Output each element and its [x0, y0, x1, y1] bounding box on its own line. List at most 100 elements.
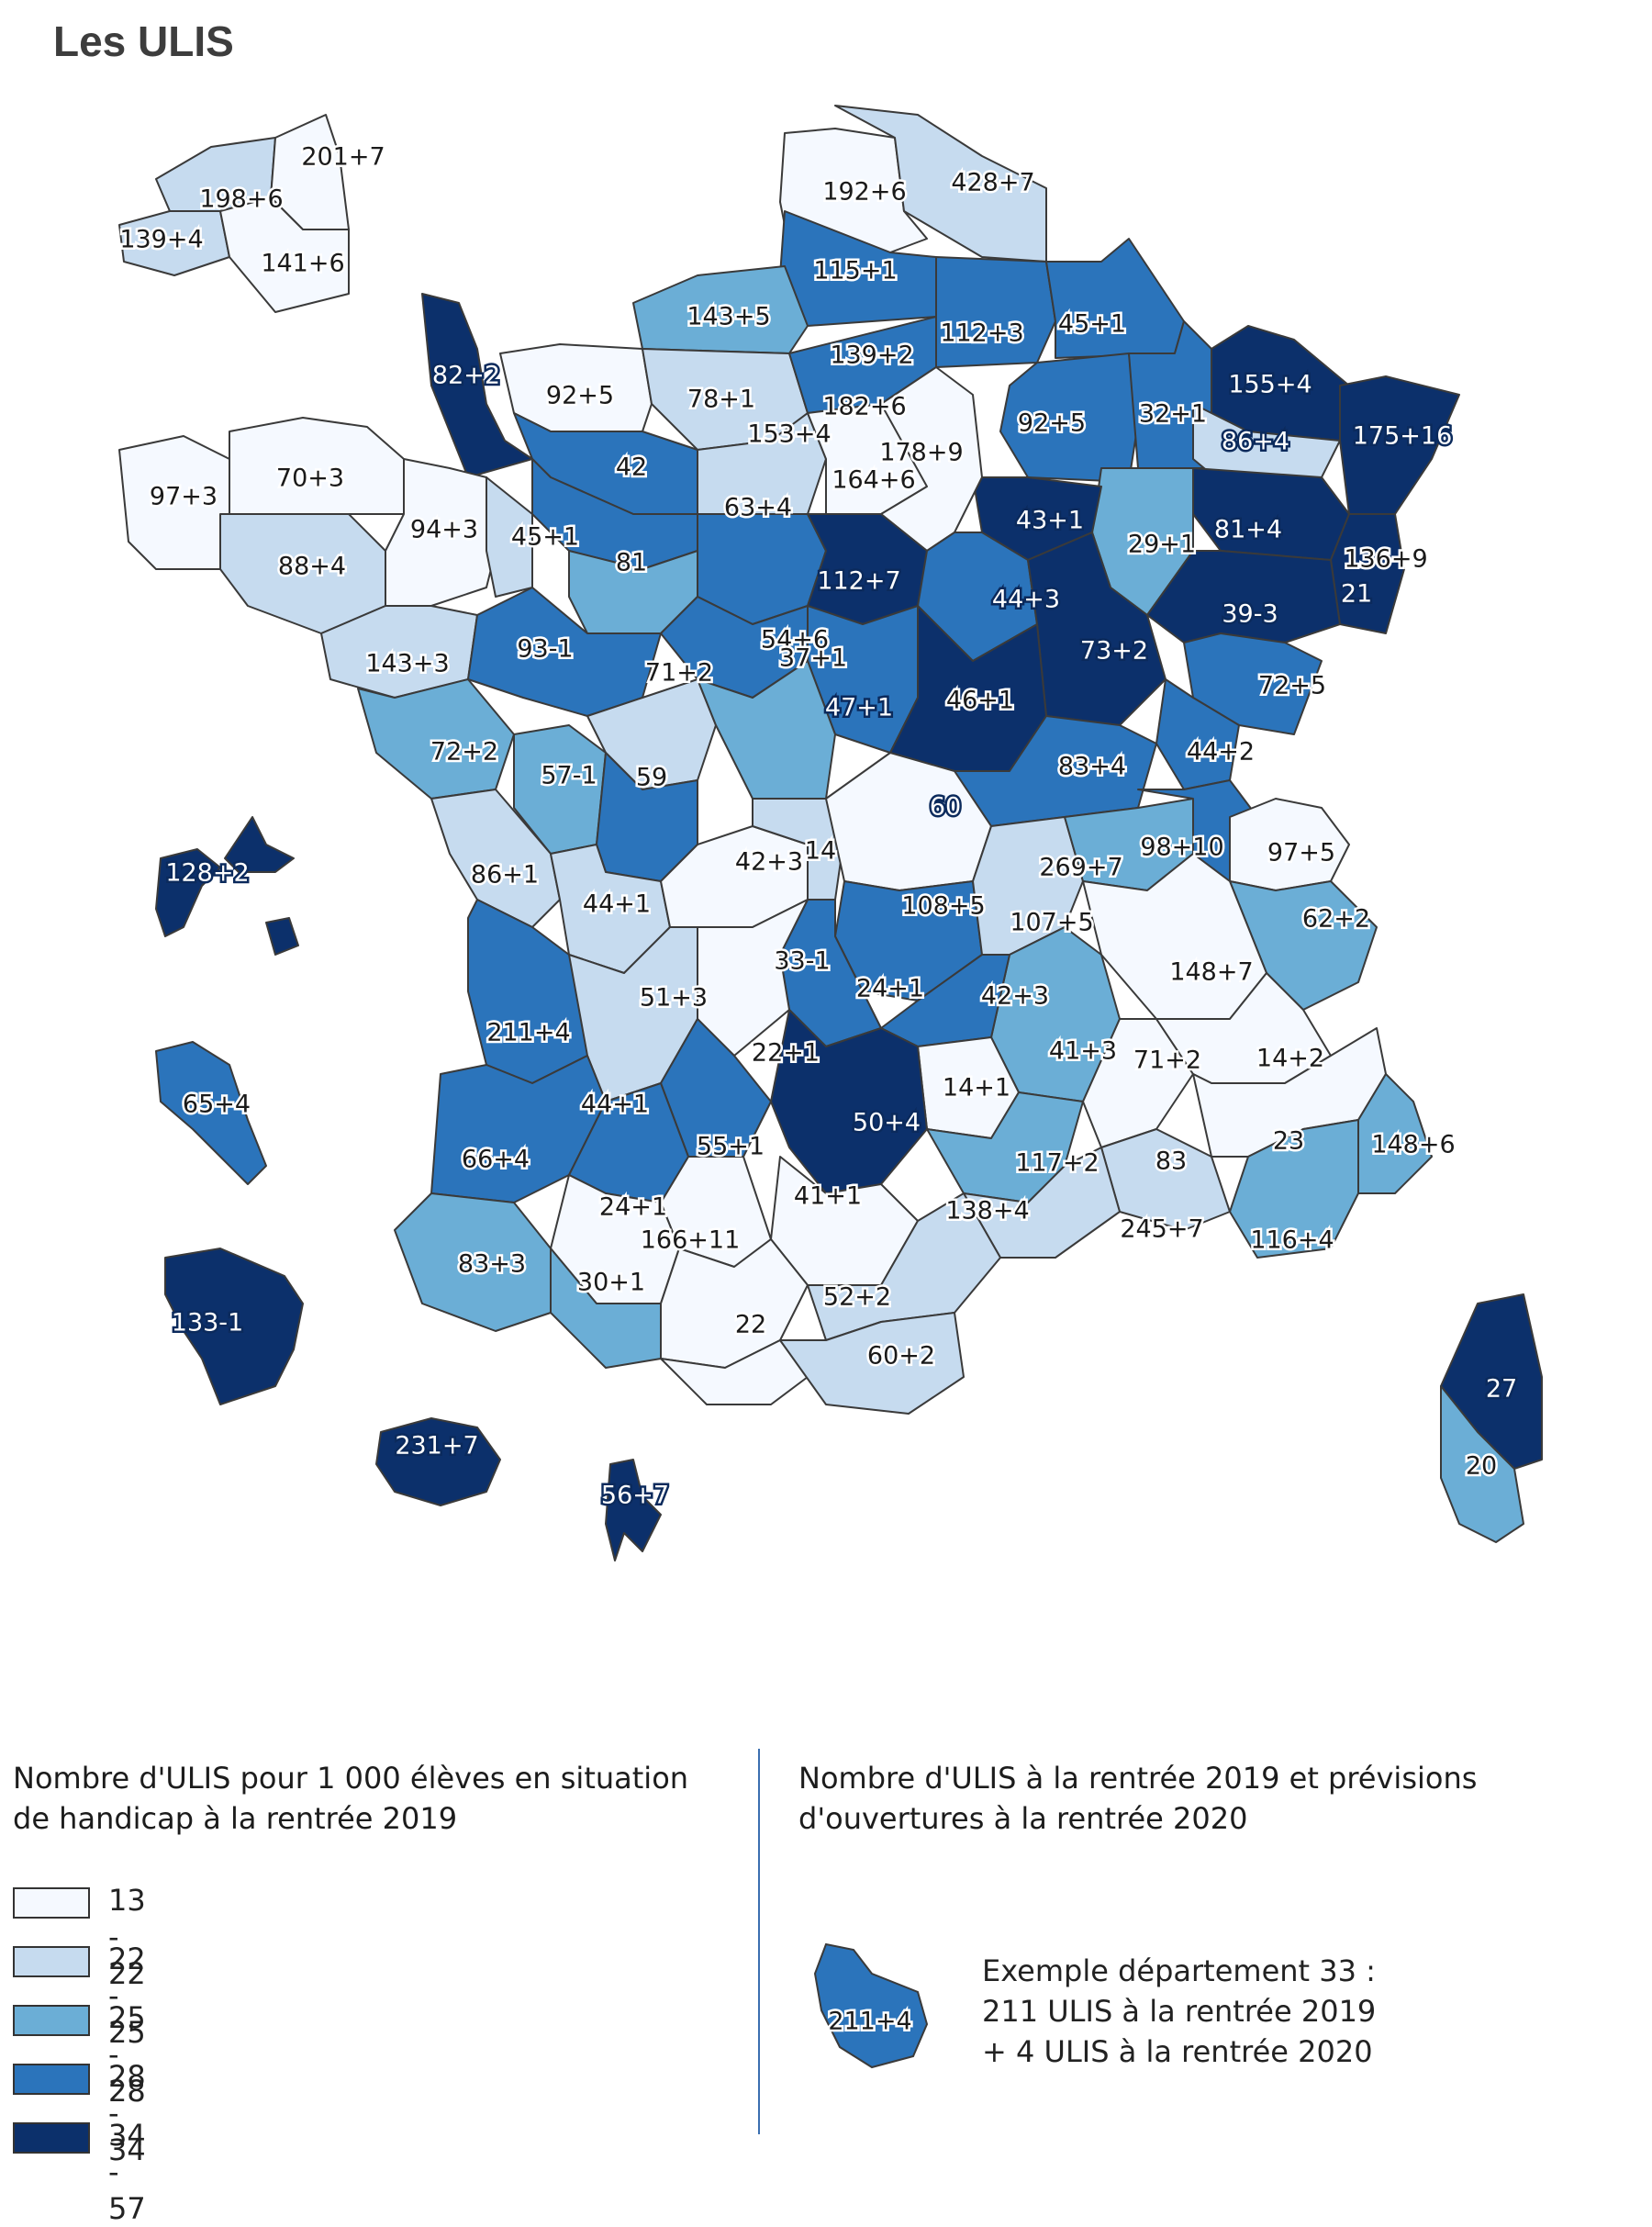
department-label: 128+2: [165, 859, 249, 888]
department-label: 92+5: [546, 382, 614, 410]
department-label: 63+4: [724, 494, 792, 522]
department-label: 139+4: [119, 226, 203, 254]
department-label: 139+2: [830, 341, 913, 370]
legend-swatch: [13, 1946, 90, 1977]
department-label: 24+1: [856, 975, 924, 1003]
legend-ratio-title: Nombre d'ULIS pour 1 000 élèves en situa…: [13, 1761, 689, 1836]
department-label: 94+3: [410, 516, 478, 544]
dep-herault: [963, 1147, 1121, 1259]
department-label: 72+5: [1258, 672, 1326, 700]
department-label: 97+5: [1267, 839, 1335, 867]
department-label: 59: [636, 764, 667, 792]
department-label: 32+1: [1139, 400, 1207, 429]
department-label: 245+7: [1120, 1215, 1203, 1244]
department-label: 136+9: [1344, 545, 1427, 574]
france-ulis-map: 201+7 198+6 139+4 141+6 192+6 428+7 115+1 143+5…: [117, 105, 1543, 1561]
department-label: 44+2: [1187, 738, 1255, 767]
department-label: 62+2: [1302, 905, 1370, 934]
department-label: 52+2: [823, 1283, 891, 1312]
department-label: 71+2: [1133, 1046, 1201, 1075]
department-label: 98+10: [1140, 834, 1223, 862]
legend-label: 22 - 25: [108, 1942, 146, 2050]
department-label: 166+11: [641, 1226, 741, 1255]
department-label: 45+1: [511, 523, 579, 552]
department-label: 86+1: [471, 861, 539, 890]
department-label: 86+4: [1222, 428, 1289, 456]
legend-swatch: [13, 2005, 90, 2036]
department-label: 50+4: [853, 1109, 921, 1137]
department-label: 97+3: [150, 483, 218, 511]
legend-count-title: Nombre d'ULIS à la rentrée 2019 et prévi…: [798, 1761, 1478, 1836]
department-labels: 201+7 198+6 139+4 141+6 192+6 428+7 115+1 143+5…: [117, 140, 1520, 1512]
legend-swatch: [13, 1887, 90, 1919]
department-label: 66+4: [462, 1146, 530, 1174]
department-label: 175+16: [1353, 422, 1453, 451]
department-label: 81: [616, 549, 647, 577]
department-label: 71+2: [645, 659, 713, 688]
department-label: 21: [1341, 580, 1372, 609]
department-label: 51+3: [640, 984, 708, 1013]
department-label: 133-1: [172, 1309, 243, 1337]
department-label: 22: [735, 1311, 766, 1339]
dep-guadeloupe: [155, 848, 221, 937]
department-label: 148+7: [1169, 958, 1253, 987]
department-label: 112+7: [817, 567, 900, 596]
department-label: 78+1: [687, 386, 755, 414]
department-label: 14: [805, 837, 836, 866]
dep-nord-ouest: [779, 128, 928, 253]
department-label: 138+4: [945, 1197, 1029, 1225]
legend-label: 28 - 34: [108, 2059, 146, 2167]
dep-indre: [697, 660, 836, 800]
department-label: 143+5: [686, 303, 770, 331]
example-line: Exemple département 33 :: [982, 1953, 1376, 1988]
department-label: 93-1: [517, 635, 573, 664]
department-label: 112+3: [940, 319, 1023, 348]
department-label: 148+6: [1371, 1131, 1455, 1159]
legend-label: 34 - 57: [108, 2118, 146, 2226]
dep-charente-maritime: [430, 789, 561, 928]
legend-swatch: [13, 2122, 90, 2154]
legend-swatch: [13, 2064, 90, 2095]
department-label: 269+7: [1039, 854, 1122, 882]
department-label: 192+6: [822, 178, 906, 207]
department-label: 56+7: [601, 1482, 669, 1510]
department-label: 57-1: [541, 762, 597, 790]
department-label: 198+6: [199, 185, 283, 214]
region-idf-inset-se: [219, 196, 350, 313]
dep-bas-rhin: [1339, 375, 1460, 515]
example-department-shape: [813, 1942, 929, 2069]
departments-layer: [118, 105, 1543, 1561]
dep-corse-du-sud: [1440, 1385, 1524, 1543]
dep-mayotte: [605, 1459, 662, 1561]
department-label: 108+5: [901, 892, 985, 921]
department-label: 60: [930, 793, 961, 822]
map-title: Les ULIS: [53, 17, 234, 65]
department-label: 44+3: [992, 586, 1060, 614]
department-label: 24+1: [599, 1193, 667, 1222]
department-label: 20: [1466, 1452, 1497, 1481]
department-label: 141+6: [261, 250, 344, 278]
dep-ille-et-vilaine: [385, 458, 497, 607]
department-label: 14+2: [1256, 1045, 1324, 1073]
department-label: 42: [616, 453, 647, 482]
department-label: 182+6: [822, 393, 906, 421]
dep-reunion: [375, 1417, 501, 1506]
department-label: 45+1: [1058, 310, 1126, 339]
department-label: 178+9: [879, 439, 963, 467]
department-label: 46+1: [946, 687, 1014, 715]
department-label: 211+4: [486, 1019, 570, 1047]
department-label: 143+3: [365, 650, 449, 678]
department-label: 41+1: [794, 1182, 862, 1211]
dep-aisne: [935, 256, 1056, 368]
dep-ardennes: [1045, 238, 1185, 359]
department-label: 428+7: [951, 169, 1034, 197]
department-label: 43+1: [1016, 507, 1084, 535]
department-label: 41+3: [1049, 1037, 1117, 1066]
department-label: 65+4: [183, 1091, 251, 1119]
legend-example-gironde: 211+4: [813, 1942, 929, 2069]
dep-manche: [421, 293, 533, 478]
dep-mayenne: [486, 476, 533, 598]
department-label: 14+1: [943, 1074, 1010, 1102]
department-label: 39-3: [1222, 600, 1278, 629]
dep-haut-rhin: [1330, 513, 1405, 634]
